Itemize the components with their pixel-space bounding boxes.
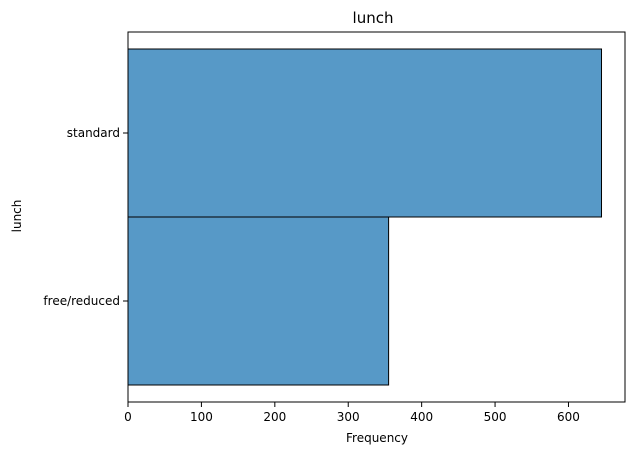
- x-tick-label-2: 200: [263, 410, 286, 424]
- x-tick-label-5: 500: [484, 410, 507, 424]
- bar-0: [127, 48, 603, 218]
- y-tick-label-0: standard: [67, 126, 120, 140]
- y-axis-label: lunch: [10, 200, 24, 233]
- x-tick-label-6: 600: [557, 410, 580, 424]
- y-tick-label-1: free/reduced: [43, 294, 120, 308]
- x-axis-label: Frequency: [346, 431, 408, 445]
- plot-area: standard free/reduced 0 100 200 300 400 500 600: [43, 31, 626, 424]
- bar-1: [127, 216, 390, 386]
- x-tick-label-1: 100: [190, 410, 213, 424]
- chart-title: lunch: [353, 9, 394, 27]
- x-tick-label-3: 300: [337, 410, 360, 424]
- x-tick-label-0: 0: [124, 410, 132, 424]
- axes-frame: [127, 31, 626, 403]
- x-tick-label-4: 400: [410, 410, 433, 424]
